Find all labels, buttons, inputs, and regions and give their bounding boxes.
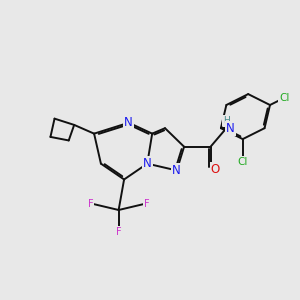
Text: N: N (124, 116, 133, 129)
Text: Cl: Cl (238, 157, 248, 167)
Text: F: F (144, 199, 149, 209)
Text: N: N (226, 122, 235, 135)
Text: H: H (223, 116, 230, 125)
Text: Cl: Cl (279, 93, 290, 103)
Text: N: N (172, 164, 181, 177)
Text: F: F (116, 227, 122, 237)
Text: N: N (143, 157, 152, 170)
Text: O: O (211, 163, 220, 176)
Text: F: F (88, 199, 93, 209)
